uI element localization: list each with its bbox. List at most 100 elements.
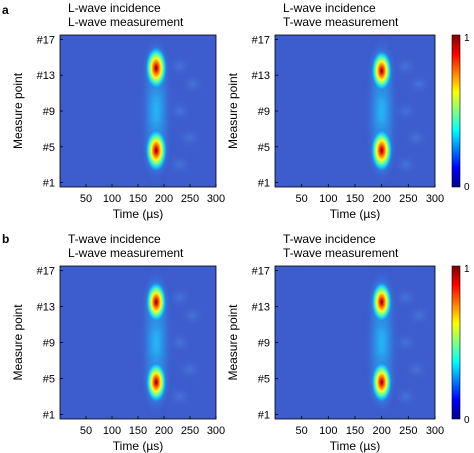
x-tick-label: 200 [155, 193, 173, 205]
x-tick-label: 100 [103, 193, 121, 205]
heatmap-echo [391, 330, 420, 355]
x-tick-label: 250 [399, 425, 417, 437]
heatmap-echo [402, 357, 431, 382]
y-tick-label: #17 [252, 266, 270, 278]
heatmap-echo [178, 303, 207, 328]
y-axis-label: Measure point [226, 304, 240, 381]
heatmap-hotspot [145, 128, 168, 173]
x-tick-label: 250 [399, 193, 417, 205]
x-tick-label: 150 [346, 425, 364, 437]
heatmap-hotspot [145, 46, 168, 91]
heatmap-echo [405, 72, 433, 97]
chart-title-line: T-wave measurement [283, 15, 399, 29]
x-tick-label: 300 [426, 425, 444, 437]
heatmap-hotspot [145, 361, 167, 403]
heatmap-hotspot [145, 281, 167, 323]
heatmap-echo [391, 54, 420, 79]
x-tick-label: 200 [372, 425, 390, 437]
x-axis-label: Time (µs) [330, 207, 380, 221]
y-tick-label: #5 [43, 142, 55, 154]
heatmap-echo [165, 330, 194, 355]
heatmap-echo [391, 152, 420, 177]
heatmap-echo [165, 285, 194, 310]
heatmap-echo [176, 125, 204, 150]
x-tick-label: 50 [80, 425, 92, 437]
heatmap-echo [165, 384, 194, 409]
chart-title-line: L-wave incidence [68, 1, 161, 15]
y-tick-label: #17 [37, 266, 55, 278]
x-tick-label: 50 [296, 193, 308, 205]
heatmap-hotspot [371, 361, 393, 403]
y-tick-label: #13 [37, 70, 55, 82]
y-tick-label: #1 [258, 410, 270, 422]
x-tick-label: 150 [346, 193, 364, 205]
x-axis-label: Time (µs) [113, 439, 163, 453]
heatmap-echo [391, 285, 420, 310]
colorbar-top-min-label: 0 [464, 182, 470, 193]
x-tick-label: 300 [207, 425, 225, 437]
heatmap-echo [165, 99, 194, 123]
colorbar-bottom: 1 0 [451, 264, 470, 426]
colorbar-bottom-max-label: 1 [464, 264, 470, 275]
y-tick-label: #9 [258, 338, 270, 350]
chart-title-line: T-wave incidence [283, 232, 376, 246]
x-tick-label: 100 [319, 425, 337, 437]
x-tick-label: 50 [80, 193, 92, 205]
y-tick-label: #13 [37, 302, 55, 314]
x-axis-label: Time (µs) [113, 207, 163, 221]
heatmap-hotspot [371, 281, 393, 323]
x-tick-label: 150 [129, 425, 147, 437]
heatmap-echo [391, 384, 420, 409]
heatmap-echo [176, 357, 204, 382]
panel-label-b: b [2, 232, 9, 246]
y-tick-label: #1 [43, 410, 55, 422]
y-tick-label: #9 [43, 338, 55, 350]
x-tick-label: 200 [155, 425, 173, 437]
x-axis-label: Time (µs) [330, 439, 380, 453]
chart-title-line: T-wave incidence [68, 232, 161, 246]
x-tick-label: 250 [181, 425, 199, 437]
y-axis-label: Measure point [226, 72, 240, 149]
x-tick-label: 250 [181, 193, 199, 205]
colorbar-top-max-label: 1 [464, 33, 470, 44]
y-tick-label: #5 [258, 142, 270, 154]
heatmap-echo [165, 152, 194, 177]
heatmap-echo [165, 54, 194, 79]
x-tick-label: 100 [103, 425, 121, 437]
heatmap-hotspot [370, 128, 393, 173]
heatmap-echo [405, 303, 433, 328]
x-tick-label: 200 [372, 193, 390, 205]
y-tick-label: #13 [252, 302, 270, 314]
colorbar-top: 1 0 [451, 33, 470, 193]
x-tick-label: 300 [426, 193, 444, 205]
y-tick-label: #9 [43, 106, 55, 118]
y-axis-label: Measure point [11, 72, 25, 149]
y-tick-label: #17 [37, 34, 55, 46]
y-tick-label: #1 [43, 178, 55, 190]
y-tick-label: #5 [43, 374, 55, 386]
chart-title-line: L-wave incidence [283, 1, 376, 15]
x-tick-label: 150 [129, 193, 147, 205]
chart-title-line: L-wave measurement [68, 246, 184, 260]
y-tick-label: #5 [258, 374, 270, 386]
chart-title-line: T-wave measurement [283, 246, 399, 260]
y-tick-label: #13 [252, 70, 270, 82]
chart-title-line: L-wave measurement [68, 15, 184, 29]
y-axis-label: Measure point [11, 304, 25, 381]
heatmap-echo [402, 125, 431, 150]
x-tick-label: 300 [207, 193, 225, 205]
x-tick-label: 100 [319, 193, 337, 205]
heatmap-echo [178, 72, 207, 97]
y-tick-label: #17 [252, 34, 270, 46]
y-tick-label: #1 [258, 178, 270, 190]
heatmap-echo [391, 99, 420, 123]
panel-label-a: a [2, 3, 9, 17]
heatmap-hotspot [371, 49, 393, 92]
x-tick-label: 50 [296, 425, 308, 437]
y-tick-label: #9 [258, 106, 270, 118]
